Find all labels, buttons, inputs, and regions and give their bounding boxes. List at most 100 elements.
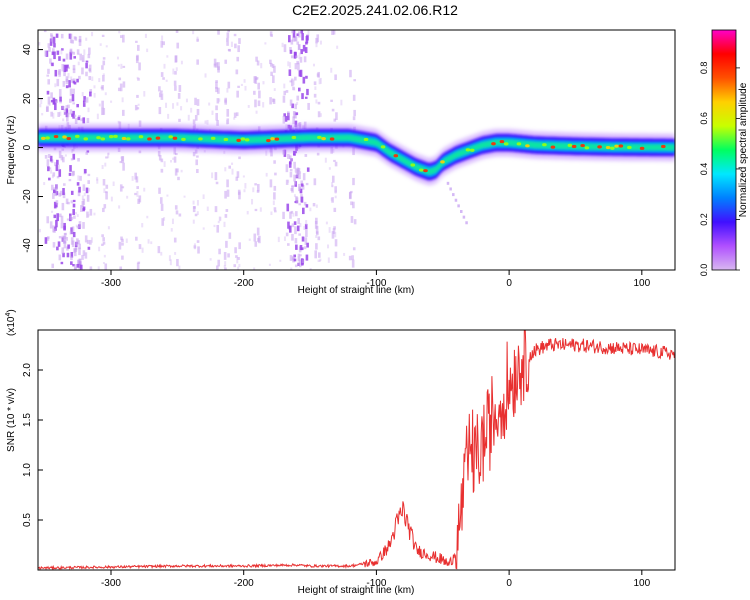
spectrogram-x-tick-label: -300: [101, 278, 121, 289]
noise-speck: [285, 90, 289, 93]
noise-speck: [336, 45, 339, 49]
noise-speck: [157, 246, 161, 254]
noise-speck: [335, 112, 338, 121]
noise-speck: [307, 30, 310, 36]
noise-speck: [238, 191, 241, 200]
noise-speck: [50, 169, 53, 174]
noise-speck: [334, 232, 337, 238]
noise-speck: [102, 241, 106, 245]
noise-speck: [138, 150, 142, 154]
noise-speck: [238, 156, 241, 160]
noise-speck: [77, 116, 81, 121]
noise-speck: [196, 211, 199, 216]
noise-speck: [47, 154, 51, 158]
noise-speck: [46, 90, 50, 95]
noise-speck: [217, 259, 221, 267]
noise-speck: [298, 87, 301, 92]
noise-speck: [287, 61, 290, 67]
noise-speck: [292, 150, 296, 156]
ridge-peak: [363, 137, 369, 142]
noise-speck: [61, 64, 65, 72]
noise-speck: [216, 265, 219, 270]
ridge-peak: [74, 134, 80, 138]
noise-speck: [126, 195, 129, 199]
noise-speck: [73, 264, 77, 270]
noise-speck: [172, 68, 175, 75]
noise-speck: [333, 226, 336, 230]
noise-speck: [237, 266, 240, 270]
noise-speck: [353, 79, 356, 82]
noise-speck: [289, 171, 293, 178]
noise-speck: [160, 40, 164, 48]
noise-speck: [289, 168, 293, 172]
noise-speck: [233, 33, 237, 37]
noise-speck: [46, 236, 50, 239]
noise-speck: [56, 175, 60, 179]
noise-speck: [84, 235, 88, 243]
noise-speck: [211, 110, 214, 115]
ridge-peak: [380, 145, 386, 149]
noise-speck: [78, 265, 82, 270]
noise-speck: [327, 257, 330, 263]
noise-speck: [78, 186, 81, 193]
noise-speck: [285, 164, 289, 173]
noise-speck: [120, 236, 123, 241]
noise-speck: [178, 265, 181, 270]
noise-speck: [294, 63, 298, 70]
noise-speck: [55, 33, 59, 38]
noise-speck: [215, 87, 218, 93]
noise-speck: [256, 60, 260, 66]
ridge-peak: [223, 137, 229, 142]
noise-speck: [231, 162, 234, 165]
ridge-peak: [66, 136, 72, 141]
noise-speck: [255, 77, 259, 80]
noise-speck: [121, 186, 125, 189]
ridge-peak: [610, 146, 615, 150]
noise-speck: [40, 98, 43, 104]
noise-speck: [312, 63, 315, 67]
noise-speck: [56, 159, 59, 165]
noise-speck: [254, 183, 257, 186]
noise-speck: [269, 31, 273, 36]
noise-speck: [253, 267, 256, 270]
noise-speck: [273, 160, 276, 164]
noise-speck: [176, 102, 179, 106]
spectrogram-ridge: [38, 124, 675, 185]
noise-speck: [104, 263, 108, 270]
noise-speck: [180, 169, 183, 173]
noise-speck: [180, 60, 183, 65]
noise-speck: [62, 252, 65, 258]
noise-speck: [67, 244, 70, 249]
noise-speck: [160, 72, 164, 77]
noise-speck: [103, 204, 107, 209]
noise-speck: [299, 188, 303, 194]
noise-speck: [299, 254, 302, 257]
noise-speck: [264, 42, 267, 45]
noise-speck: [290, 78, 294, 87]
noise-speck: [296, 95, 300, 101]
noise-speck: [137, 261, 141, 264]
noise-speck: [86, 211, 89, 218]
noise-speck: [218, 248, 221, 255]
noise-speck: [247, 104, 250, 108]
noise-speck: [48, 100, 51, 106]
noise-speck: [131, 175, 134, 181]
noise-speck: [304, 96, 308, 99]
noise-speck: [63, 108, 67, 116]
spectrogram-x-tick-label: 100: [633, 278, 650, 289]
noise-speck: [202, 227, 205, 230]
noise-speck: [290, 210, 294, 214]
noise-speck: [265, 150, 268, 156]
noise-speck: [303, 56, 307, 63]
noise-speck: [77, 52, 80, 56]
noise-speck: [233, 264, 237, 268]
noise-speck: [230, 41, 233, 47]
noise-speck: [302, 76, 306, 84]
noise-speck: [63, 235, 66, 244]
noise-speck: [211, 172, 214, 179]
noise-speck: [97, 266, 100, 270]
noise-speck: [86, 117, 90, 123]
noise-speck: [283, 113, 286, 117]
noise-speck: [60, 49, 63, 55]
snr-y-tick-label: 2.0: [22, 363, 33, 377]
